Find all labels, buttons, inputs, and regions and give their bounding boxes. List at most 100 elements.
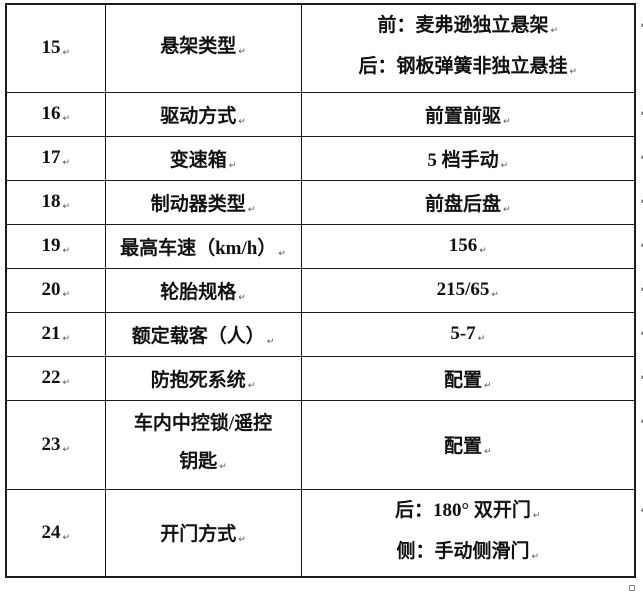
row-end-mark-icon: ↵ — [640, 21, 643, 31]
paragraph-mark-icon: ↵ — [62, 378, 71, 388]
spec-label: 额定载客（人） — [131, 325, 265, 347]
paragraph-mark-icon: ↵ — [550, 26, 559, 37]
row-number-cell: 18 ↵ — [5, 179, 106, 225]
spec-label: 变速箱 — [169, 149, 227, 171]
row-number-cell: 23 ↵ — [5, 399, 106, 490]
table-row: 22↵ 防抱死系统↵ 配置↵ ↵ — [5, 355, 643, 401]
paragraph-mark-icon: ↵ — [62, 158, 71, 168]
spec-label: 钥匙 — [179, 451, 218, 472]
spec-label-cell: 轮胎规格 ↵ — [104, 267, 302, 313]
spec-value: 配置 — [443, 436, 482, 457]
spec-value-cell: 前：麦弗逊独立悬架↵ 后：钢板弹簧非独立悬挂↵ ↵ — [300, 3, 643, 93]
row-number-cell: 16 ↵ — [5, 91, 106, 137]
row-number-cell: 22 ↵ — [5, 355, 106, 401]
spec-label: 最高车速（km/h） — [120, 237, 277, 259]
row-number-cell: 24 ↵ — [5, 488, 106, 578]
paragraph-mark-icon: ↵ — [62, 334, 71, 344]
row-number: 18 — [41, 191, 61, 212]
table-row: 19↵ 最高车速（km/h）↵ 156↵ ↵ — [5, 223, 643, 269]
paragraph-mark-icon: ↵ — [228, 160, 237, 171]
row-number-cell: 20 ↵ — [5, 267, 106, 313]
spec-value: 前置前驱 — [424, 105, 501, 127]
table-row: 16↵ 驱动方式↵ 前置前驱↵ ↵ — [5, 91, 643, 137]
paragraph-mark-icon: ↵ — [62, 114, 71, 124]
spec-value: 前盘后盘 — [424, 193, 501, 215]
paragraph-mark-icon: ↵ — [500, 160, 509, 171]
row-number: 15 — [41, 37, 61, 59]
row-end-mark-icon: ↵ — [640, 329, 643, 339]
paragraph-mark-icon: ↵ — [62, 444, 71, 455]
paragraph-mark-icon: ↵ — [62, 532, 71, 543]
row-number-cell: 19 ↵ — [5, 223, 106, 269]
spec-label: 制动器类型 — [150, 193, 246, 215]
paragraph-mark-icon: ↵ — [62, 290, 71, 300]
row-end-mark-icon: ↵ — [640, 197, 643, 207]
row-number-cell: 21 ↵ — [5, 311, 106, 357]
row-end-mark-icon: ↵ — [640, 506, 643, 516]
spec-value: 后：180° 双开门 — [395, 499, 531, 521]
row-number-cell: 17 ↵ — [5, 135, 106, 181]
paragraph-mark-icon: ↵ — [531, 551, 540, 562]
document-end-marker — [629, 585, 635, 591]
row-number: 20 — [41, 279, 61, 300]
paragraph-mark-icon: ↵ — [247, 380, 256, 391]
row-number: 23 — [41, 433, 61, 455]
spec-label-cell: 额定载客（人） ↵ — [104, 311, 302, 357]
spec-label: 开门方式 — [160, 524, 237, 546]
spec-value: 5-7 — [450, 323, 476, 344]
spec-value-cell: 5-7↵ ↵ — [300, 311, 643, 357]
paragraph-mark-icon: ↵ — [278, 248, 286, 259]
spec-label: 车内中控锁/遥控 — [133, 413, 273, 434]
row-number: 21 — [41, 323, 61, 344]
spec-value: 侧：手动侧滑门 — [396, 540, 530, 562]
spec-label: 悬架类型 — [160, 35, 237, 57]
row-number: 19 — [41, 235, 61, 256]
paragraph-mark-icon: ↵ — [569, 67, 578, 78]
spec-value-cell: 5 档手动↵ ↵ — [300, 135, 643, 181]
spec-label-cell: 防抱死系统 ↵ — [104, 355, 302, 401]
spec-value: 配置 — [443, 369, 482, 391]
spec-label-cell: 制动器类型 ↵ — [104, 179, 302, 225]
spec-value-cell: 后：180° 双开门↵ 侧：手动侧滑门↵ ↵ — [300, 488, 643, 578]
paragraph-mark-icon: ↵ — [491, 290, 499, 300]
spec-label-cell: 车内中控锁/遥控 钥匙 ↵ — [104, 399, 302, 490]
paragraph-mark-icon: ↵ — [483, 447, 492, 457]
spec-value-cell: 前盘后盘↵ ↵ — [300, 179, 643, 225]
paragraph-mark-icon: ↵ — [62, 246, 71, 256]
spec-value-cell: 156↵ ↵ — [300, 223, 643, 269]
row-number: 22 — [41, 367, 61, 388]
row-number: 16 — [41, 103, 61, 124]
paragraph-mark-icon: ↵ — [477, 334, 486, 344]
spec-value: 5 档手动 — [427, 149, 499, 171]
paragraph-mark-icon: ↵ — [266, 336, 275, 347]
table-row: 17↵ 变速箱↵ 5 档手动↵ ↵ — [5, 135, 643, 181]
spec-label-cell: 驱动方式 ↵ — [104, 91, 302, 137]
table-row: 15↵ 悬架类型↵ 前：麦弗逊独立悬架↵ 后：钢板弹簧非独立悬挂↵ ↵ — [5, 3, 643, 93]
row-number-cell: 15 ↵ — [5, 3, 106, 93]
spec-label: 轮胎规格 — [160, 281, 237, 303]
paragraph-mark-icon: ↵ — [238, 535, 246, 546]
row-number: 24 — [41, 521, 61, 543]
paragraph-mark-icon: ↵ — [247, 204, 256, 215]
row-end-mark-icon: ↵ — [640, 417, 643, 427]
spec-value: 前：麦弗逊独立悬架 — [377, 15, 549, 37]
paragraph-mark-icon: ↵ — [62, 202, 71, 212]
row-end-mark-icon: ↵ — [640, 373, 643, 383]
table-row: 18↵ 制动器类型↵ 前盘后盘↵ ↵ — [5, 179, 643, 225]
row-number: 17 — [41, 147, 61, 168]
paragraph-mark-icon: ↵ — [238, 116, 246, 127]
spec-label-cell: 变速箱 ↵ — [104, 135, 302, 181]
table-row: 24↵ 开门方式↵ 后：180° 双开门↵ 侧：手动侧滑门↵ ↵ — [5, 488, 643, 578]
spec-label: 驱动方式 — [160, 105, 237, 127]
table-row: 21↵ 额定载客（人）↵ 5-7↵ ↵ — [5, 311, 643, 357]
row-end-mark-icon: ↵ — [640, 109, 643, 119]
table-row: 20↵ 轮胎规格↵ 215/65↵ ↵ — [5, 267, 643, 313]
paragraph-mark-icon: ↵ — [219, 462, 227, 472]
paragraph-mark-icon: ↵ — [532, 510, 541, 521]
car-spec-table: 15↵ 悬架类型↵ 前：麦弗逊独立悬架↵ 后：钢板弹簧非独立悬挂↵ ↵ 16↵ … — [5, 3, 643, 578]
spec-value-cell: 配置↵ ↵ — [300, 399, 643, 490]
spec-label-cell: 最高车速（km/h） ↵ — [104, 223, 302, 269]
spec-value-cell: 配置↵ ↵ — [300, 355, 643, 401]
spec-value: 后：钢板弹簧非独立悬挂 — [358, 56, 568, 78]
